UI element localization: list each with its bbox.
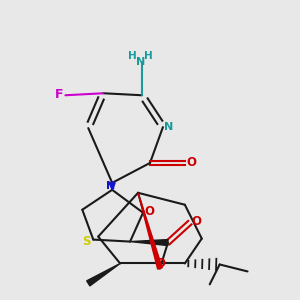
Text: S: S — [82, 235, 91, 248]
Text: O: O — [155, 257, 165, 271]
Text: O: O — [186, 156, 197, 170]
Text: N: N — [164, 122, 173, 132]
Polygon shape — [87, 263, 120, 286]
Text: O: O — [145, 205, 154, 218]
Polygon shape — [138, 193, 162, 269]
Text: H: H — [128, 51, 136, 62]
Text: O: O — [191, 215, 201, 228]
Text: N: N — [136, 56, 145, 67]
Text: F: F — [55, 88, 64, 101]
Text: H: H — [144, 51, 153, 62]
Polygon shape — [130, 240, 168, 246]
Text: N: N — [106, 182, 115, 191]
Polygon shape — [109, 183, 115, 190]
